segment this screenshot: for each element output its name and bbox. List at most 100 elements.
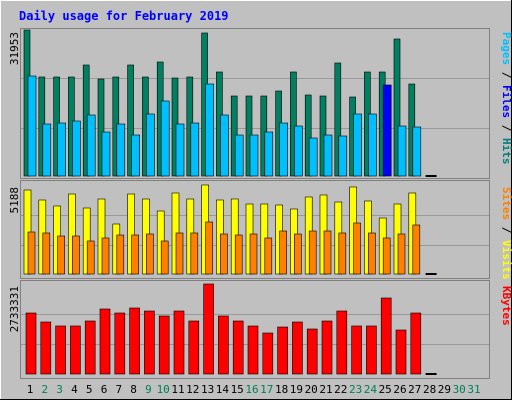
bar-pages-day-7: [116, 123, 126, 177]
bar-files-day-25: [382, 84, 392, 177]
bar-kbytes-day-19: [292, 321, 303, 375]
bar-kbytes-day-27: [410, 312, 422, 375]
bar-kbytes-day-22: [336, 310, 348, 375]
bar-pages-day-22: [338, 135, 348, 177]
bars: [23, 29, 437, 375]
bar-pages-day-19: [294, 125, 303, 177]
day-label-6: 6: [101, 383, 108, 396]
bar-pages-day-4: [72, 120, 81, 177]
day-label-21: 21: [319, 383, 332, 396]
bar-pages-day-26: [397, 125, 407, 177]
bar-sites-day-23: [353, 222, 361, 275]
bar-pages-day-15: [234, 134, 244, 177]
scale-label-kbytes: 2733331: [8, 286, 21, 332]
panel-frame-kbytes: [20, 280, 490, 379]
bar-pages-day-13: [205, 83, 214, 177]
scale-label-visits-sites: 5188: [8, 187, 21, 214]
bar-kbytes-day-21: [321, 320, 333, 375]
bar-kbytes-day-10: [158, 315, 170, 375]
bar-kbytes-day-6: [99, 308, 111, 375]
bar-kbytes-day-12: [188, 320, 200, 375]
legend-part-visits-sites-2: Visits: [500, 240, 512, 280]
day-label-30: 30: [453, 383, 466, 396]
bar-hits-day-20: [304, 94, 312, 177]
bar-pages-day-3: [57, 122, 66, 177]
day-label-25: 25: [379, 383, 392, 396]
scale-label-hits-files-pages: 31953: [8, 32, 21, 65]
bar-pages-day-8: [131, 134, 140, 177]
day-label-29: 29: [438, 383, 451, 396]
bar-kbytes-day-5: [84, 320, 96, 375]
bar-sites-day-6: [101, 237, 110, 275]
bar-sites-day-25: [382, 237, 391, 275]
bar-sites-day-18: [279, 230, 287, 275]
day-labels: 1 2 3 4 5 6 7 8 9 10 11 12 13 14 15 16 17 18 19 20 21 22 23 24 2…: [27, 383, 481, 396]
day-label-18: 18: [275, 383, 288, 396]
bar-kbytes-day-8: [129, 307, 140, 375]
bar-sites-day-8: [131, 234, 139, 275]
day-label-9: 9: [145, 383, 152, 396]
day-label-7: 7: [115, 383, 122, 396]
bar-pages-day-18: [279, 122, 288, 177]
day-label-2: 2: [41, 383, 48, 396]
bar-kbytes-day-20: [306, 328, 318, 375]
day-label-16: 16: [245, 383, 258, 396]
bar-pages-day-27: [412, 126, 422, 177]
bar-kbytes-day-3: [55, 325, 66, 375]
day-label-31: 31: [467, 383, 480, 396]
bar-kbytes-day-14: [218, 315, 229, 375]
bar-hits-day-6: [97, 78, 105, 177]
bar-pages-day-17: [264, 131, 274, 177]
legend-part-hits-files-pages-2: Files: [500, 85, 512, 118]
bar-sites-day-15: [234, 234, 243, 275]
bar-kbytes-day-7: [114, 312, 126, 375]
day-label-12: 12: [186, 383, 199, 396]
bar-pages-day-16: [249, 134, 259, 177]
scale-labels: 31953 5188 2733331: [8, 32, 21, 332]
bar-hits-day-19: [290, 71, 297, 177]
day-label-23: 23: [349, 383, 362, 396]
day-label-17: 17: [260, 383, 273, 396]
day-label-27: 27: [408, 383, 421, 396]
legend-part-kbytes-0: KBytes: [500, 286, 512, 326]
bar-sites-day-12: [190, 232, 199, 275]
legend-part-visits-sites-0: Sites: [500, 187, 512, 220]
day-label-19: 19: [290, 383, 303, 396]
bar-pages-day-23: [353, 113, 362, 177]
bar-pages-day-12: [190, 122, 200, 177]
empty-marker-hits-files-pages: [425, 175, 437, 177]
bar-sites-day-22: [338, 232, 347, 275]
day-label-26: 26: [393, 383, 406, 396]
panel-frame-visits: [20, 180, 490, 279]
bar-kbytes-day-15: [232, 320, 244, 375]
bar-hits-day-26: [393, 38, 401, 177]
bar-kbytes-day-26: [395, 329, 407, 375]
legend-visits-sites: Sites / Visits: [500, 187, 512, 280]
bar-pages-day-6: [101, 131, 111, 177]
bar-sites-day-19: [294, 233, 302, 275]
panel-frame-hits: [20, 28, 490, 179]
bar-sites-day-20: [308, 230, 317, 275]
day-label-5: 5: [86, 383, 93, 396]
bar-pages-day-5: [86, 114, 96, 177]
bar-kbytes-day-25: [380, 297, 392, 375]
bar-kbytes-day-16: [247, 325, 259, 375]
bar-kbytes-day-24: [366, 325, 377, 375]
bar-pages-day-10: [160, 100, 170, 177]
bar-pages-day-2: [42, 123, 52, 177]
bar-sites-day-16: [249, 233, 258, 275]
legend-part-hits-files-pages-3: /: [500, 118, 512, 138]
day-label-4: 4: [71, 383, 78, 396]
chart-title: Daily usage for February 2019: [19, 9, 229, 23]
bar-sites-day-4: [72, 235, 80, 275]
legend-kbytes: KBytes: [500, 286, 512, 326]
bar-kbytes-day-4: [70, 325, 81, 375]
legend-part-hits-files-pages-0: Pages: [500, 32, 512, 65]
bar-sites-day-13: [205, 221, 213, 275]
empty-marker-visits-sites: [425, 273, 437, 275]
day-label-1: 1: [27, 383, 34, 396]
bar-pages-day-9: [146, 113, 155, 177]
day-label-14: 14: [216, 383, 230, 396]
bar-kbytes-day-18: [277, 326, 288, 375]
bar-sites-day-2: [42, 232, 51, 275]
